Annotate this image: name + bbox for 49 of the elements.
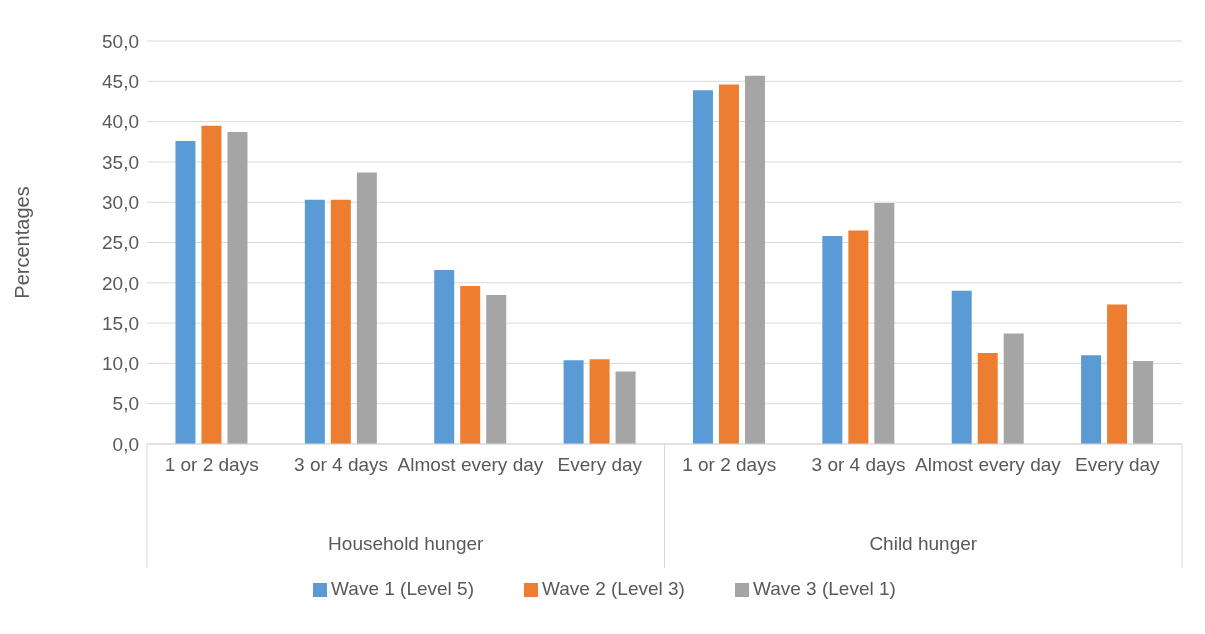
x-tick-label: 3 or 4 days	[294, 454, 389, 476]
bar	[1081, 355, 1102, 444]
y-tick-label: 30,0	[102, 191, 139, 213]
x-tick-label: 1 or 2 days	[164, 454, 259, 476]
legend-label: Wave 1 (Level 5)	[331, 578, 475, 599]
bar	[434, 269, 455, 444]
bar	[227, 132, 248, 444]
bar	[460, 286, 481, 444]
bar	[718, 84, 739, 444]
y-tick-label: 5,0	[112, 393, 139, 415]
x-tick-label: Every day	[1075, 454, 1161, 476]
y-tick-label: 40,0	[102, 111, 139, 133]
text: Household hunger	[328, 533, 485, 554]
text: Child hunger	[869, 533, 978, 554]
bar	[1003, 333, 1024, 444]
bar	[486, 294, 507, 444]
bar	[822, 236, 843, 444]
y-tick-label: 15,0	[102, 312, 139, 334]
bar	[589, 359, 610, 444]
bar	[692, 90, 713, 444]
y-tick-label: 45,0	[102, 71, 139, 93]
bar	[848, 230, 869, 444]
bar	[951, 290, 972, 444]
bar	[356, 172, 377, 444]
x-tick-label: 3 or 4 days	[811, 454, 906, 476]
bar	[615, 371, 636, 444]
legend-label: Wave 2 (Level 3)	[542, 578, 685, 599]
x-tick-label: Almost every day	[397, 454, 544, 476]
bar	[330, 199, 351, 444]
y-tick-label: 35,0	[102, 151, 139, 173]
bar	[201, 125, 222, 444]
x-tick-label: Almost every day	[915, 454, 1062, 476]
bar	[744, 75, 765, 444]
bar	[1107, 304, 1128, 444]
bar	[1133, 360, 1154, 444]
y-tick-label: 25,0	[102, 232, 139, 254]
legend-label: Wave 3 (Level 1)	[752, 578, 896, 599]
y-tick-label: 10,0	[102, 353, 139, 375]
y-tick-label: 50,0	[102, 30, 139, 52]
y-tick-label: 20,0	[102, 272, 139, 294]
bar	[874, 203, 895, 444]
x-tick-label: 1 or 2 days	[682, 454, 777, 476]
bar	[977, 352, 998, 444]
y-axis-title: Percentages	[11, 186, 34, 299]
bar	[175, 140, 196, 444]
bar	[563, 360, 584, 444]
x-tick-label: Every day	[557, 454, 643, 476]
bar	[304, 199, 325, 444]
y-tick-label: 0,0	[112, 433, 139, 455]
